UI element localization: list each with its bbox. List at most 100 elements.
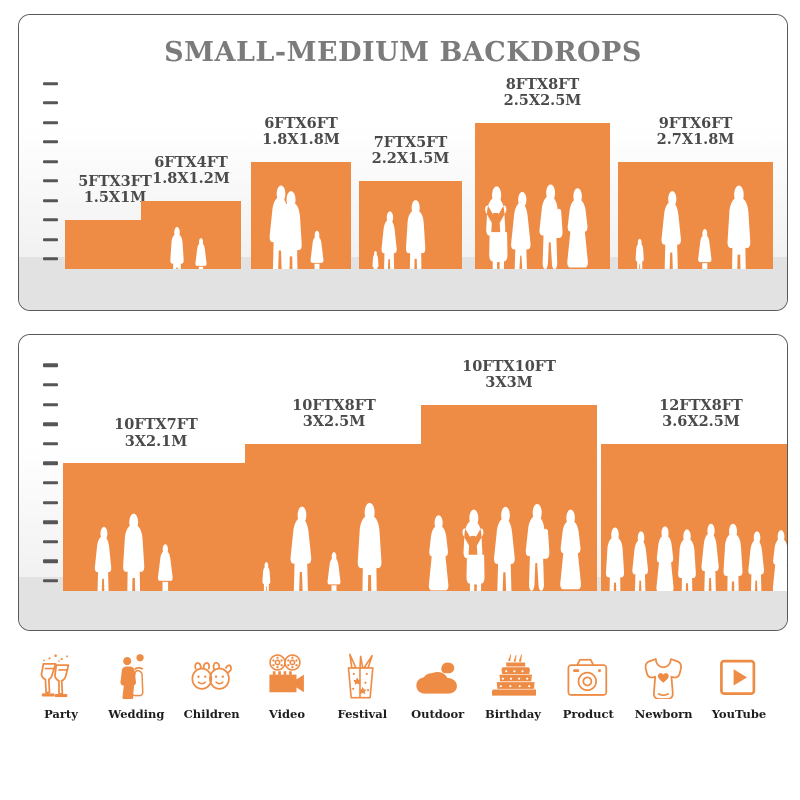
bar-size-meters: 3X3M: [485, 373, 533, 391]
use-case-item-party[interactable]: Party: [24, 650, 98, 721]
use-case-item-newborn[interactable]: Newborn: [627, 650, 701, 721]
y-axis-tick-mark: [43, 422, 58, 426]
person-silhouette: [405, 200, 426, 269]
use-case-label: Party: [44, 707, 78, 721]
y-axis-chart2: 123456789101112: [19, 335, 65, 630]
person-silhouette: [494, 506, 515, 591]
bar-size-feet: 10FTX7FT: [114, 416, 198, 434]
bar-size-meters: 3.6X2.5M: [662, 413, 740, 431]
bar-size-feet: 6FTX6FT: [264, 114, 338, 132]
bar-size-label: 6FTX4FT 1.8X1.2M: [101, 153, 281, 188]
people-silhouette-group: [170, 226, 207, 269]
bar-size-meters: 3X2.1M: [124, 432, 188, 450]
person-silhouette: [632, 531, 648, 591]
y-axis-tick-mark: [43, 81, 58, 86]
person-silhouette: [123, 514, 145, 591]
y-axis-tick-mark: [43, 402, 58, 407]
backdrop-size-bar[interactable]: [141, 200, 241, 269]
y-axis-tick-mark: [43, 579, 58, 583]
play-button-icon: [716, 650, 762, 702]
y-axis-tick-mark: [43, 461, 58, 466]
bar-size-feet: 10FTX10FT: [462, 357, 556, 375]
y-axis-tick-mark: [43, 559, 58, 564]
bar-size-feet: 6FTX4FT: [154, 153, 228, 171]
use-case-item-wedding[interactable]: Wedding: [99, 650, 173, 721]
use-case-label: YouTube: [711, 707, 767, 721]
backdrop-size-bar[interactable]: [245, 443, 423, 591]
page-title: SMALL-MEDIUM BACKDROPS: [164, 37, 642, 68]
person-silhouette: [462, 509, 485, 591]
bar-size-meters: 2.5X2.5M: [503, 91, 582, 109]
use-case-icon-strip: Party Wedding Children Video Festival Outdoor…: [0, 650, 800, 770]
bar-size-feet: 12FTX8FT: [659, 396, 743, 414]
bar-size-meters: 1.8X1.2M: [152, 169, 230, 187]
bar-size-label: 9FTX6FT 2.7X1.8M: [578, 114, 787, 149]
person-silhouette: [485, 185, 508, 269]
person-silhouette: [560, 509, 581, 591]
photo-camera-icon: [565, 650, 611, 702]
y-axis-tick-mark: [43, 120, 58, 125]
bar-size-label: 10FTX10FT 3X3M: [381, 357, 637, 392]
birthday-cake-icon: [490, 650, 536, 702]
use-case-item-youtube[interactable]: YouTube: [702, 650, 776, 721]
person-silhouette: [290, 506, 312, 591]
use-case-item-product[interactable]: Product: [551, 650, 625, 721]
bar-size-label: 12FTX8FT 3.6X2.5M: [561, 396, 787, 431]
use-case-item-outdoor[interactable]: Outdoor: [401, 650, 475, 721]
use-case-label: Birthday: [484, 707, 541, 721]
person-silhouette: [656, 526, 674, 591]
person-silhouette: [170, 226, 184, 269]
person-silhouette: [310, 230, 324, 269]
bar-size-feet: 10FTX8FT: [292, 396, 376, 414]
bar-size-feet: 7FTX5FT: [373, 134, 448, 151]
y-axis-tick-mark: [43, 198, 58, 203]
backdrop-size-bar[interactable]: [618, 161, 773, 269]
use-case-label: Newborn: [634, 707, 693, 721]
y-axis-tick-mark: [43, 500, 58, 505]
y-axis-tick-mark: [43, 383, 58, 387]
person-silhouette: [381, 211, 397, 269]
bar-size-label: 5FTX3FT 1.5X1M: [25, 173, 205, 207]
y-axis-tick-mark: [43, 257, 58, 261]
person-silhouette: [701, 523, 719, 591]
bar-size-feet: 9FTX6FT: [658, 114, 733, 132]
people-silhouette-group: [428, 503, 581, 591]
use-case-item-video[interactable]: Video: [250, 650, 324, 721]
bar-size-meters: 2.7X1.8M: [656, 130, 735, 148]
use-case-label: Product: [562, 707, 614, 721]
person-silhouette: [678, 529, 696, 591]
bar-size-label: 6FTX6FT 1.8X1.8M: [211, 114, 391, 149]
backdrop-size-bar[interactable]: [251, 161, 351, 269]
people-silhouette-group: [262, 502, 382, 591]
use-case-label: Outdoor: [411, 707, 465, 721]
backdrop-size-bar[interactable]: [359, 181, 462, 269]
backdrop-size-bar[interactable]: [63, 463, 249, 591]
person-silhouette: [428, 514, 449, 591]
backdrop-size-bar[interactable]: [601, 443, 787, 591]
bar-size-label: 10FTX7FT 3X2.1M: [23, 417, 289, 450]
backdrop-size-bar[interactable]: [475, 122, 610, 269]
person-silhouette: [539, 183, 563, 269]
chart-panel-large: 123456789101112 10FTX7FT3X2.1M10FTX8FT3X…: [18, 334, 788, 631]
wedding-couple-icon: [113, 650, 159, 702]
use-case-item-children[interactable]: Children: [175, 650, 249, 721]
person-silhouette: [357, 502, 382, 591]
person-silhouette: [157, 544, 173, 591]
use-case-item-birthday[interactable]: Birthday: [476, 650, 550, 721]
bar-size-label: 10FTX8FT 3X2.5M: [205, 396, 463, 431]
person-silhouette: [605, 527, 625, 591]
y-axis-tick-mark: [43, 363, 58, 368]
person-silhouette: [327, 551, 341, 591]
backdrop-size-bar[interactable]: [421, 404, 597, 591]
y-axis-chart1: 12345678910: [19, 15, 65, 310]
gift-box-icon: [339, 650, 385, 702]
person-silhouette: [372, 250, 379, 269]
use-case-item-festival[interactable]: Festival: [325, 650, 399, 721]
y-axis-tick-mark: [43, 179, 58, 183]
people-silhouette-group: [605, 523, 787, 591]
bar-size-feet: 5FTX3FT: [78, 173, 152, 190]
person-silhouette: [772, 529, 787, 591]
use-case-label: Wedding: [108, 707, 165, 721]
use-case-label: Children: [183, 707, 240, 721]
